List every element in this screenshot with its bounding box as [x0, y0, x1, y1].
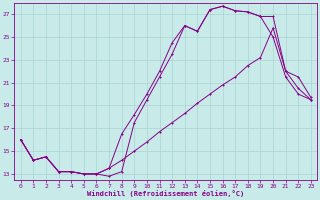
X-axis label: Windchill (Refroidissement éolien,°C): Windchill (Refroidissement éolien,°C): [87, 190, 244, 197]
